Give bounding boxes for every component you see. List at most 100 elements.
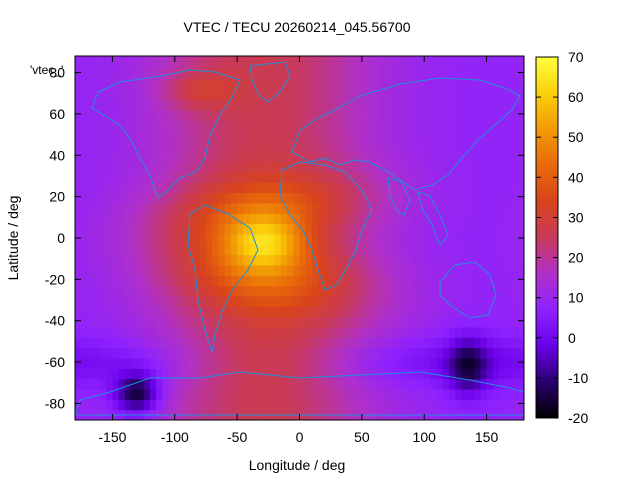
heatmap-cell: [218, 347, 226, 359]
heatmap-cell: [486, 357, 494, 369]
heatmap-cell: [174, 192, 182, 204]
heatmap-cell: [480, 306, 488, 318]
heatmap-cell: [243, 368, 251, 380]
heatmap-cell: [511, 388, 519, 400]
heatmap-cell: [449, 388, 457, 400]
heatmap-cell: [517, 275, 524, 287]
heatmap-cell: [499, 56, 506, 59]
heatmap-cell: [75, 254, 82, 266]
heatmap-cell: [299, 99, 307, 111]
heatmap-cell: [137, 275, 145, 287]
heatmap-cell: [249, 285, 257, 297]
heatmap-cell: [355, 264, 363, 276]
heatmap-cell: [480, 56, 488, 59]
heatmap-cell: [499, 171, 506, 183]
heatmap-cell: [205, 244, 213, 256]
heatmap-cell: [355, 399, 363, 411]
heatmap-cell: [280, 388, 288, 400]
heatmap-cell: [424, 275, 432, 287]
heatmap-cell: [237, 399, 244, 411]
heatmap-cell: [393, 182, 400, 194]
heatmap-cell: [137, 120, 145, 132]
heatmap-cell: [336, 326, 344, 338]
heatmap-cell: [305, 140, 313, 152]
heatmap-cell: [361, 399, 369, 411]
heatmap-cell: [305, 388, 313, 400]
heatmap-cell: [361, 316, 369, 328]
heatmap-cell: [380, 130, 388, 142]
heatmap-cell: [205, 275, 213, 287]
heatmap-cell: [380, 295, 388, 307]
heatmap-cell: [268, 140, 276, 152]
heatmap-cell: [112, 120, 120, 132]
heatmap-cell: [268, 182, 276, 194]
heatmap-cell: [324, 99, 332, 111]
heatmap-cell: [505, 120, 513, 132]
heatmap-cell: [293, 99, 301, 111]
heatmap-cell: [224, 347, 232, 359]
heatmap-cell: [299, 58, 307, 70]
heatmap-cell: [149, 78, 157, 90]
heatmap-cell: [324, 244, 332, 256]
heatmap-cell: [143, 68, 151, 80]
heatmap-cell: [336, 357, 344, 369]
heatmap-cell: [224, 388, 232, 400]
heatmap-cell: [118, 316, 126, 328]
heatmap-cell: [99, 120, 107, 132]
heatmap-cell: [131, 264, 138, 276]
heatmap-cell: [480, 399, 488, 411]
heatmap-cell: [318, 89, 326, 101]
heatmap-cell: [149, 316, 157, 328]
heatmap-cell: [287, 120, 294, 132]
heatmap-cell: [268, 89, 276, 101]
heatmap-cell: [380, 316, 388, 328]
heatmap-cell: [480, 161, 488, 173]
heatmap-cell: [318, 347, 326, 359]
heatmap-cell: [411, 161, 419, 173]
heatmap-cell: [449, 399, 457, 411]
heatmap-cell: [205, 99, 213, 111]
heatmap-cell: [124, 264, 132, 276]
heatmap-cell: [461, 182, 469, 194]
heatmap-cell: [118, 192, 126, 204]
heatmap-cell: [199, 337, 207, 349]
heatmap-cell: [442, 357, 450, 369]
heatmap-cell: [361, 223, 369, 235]
heatmap-cell: [199, 151, 207, 163]
heatmap-cell: [112, 109, 120, 121]
heatmap-cell: [424, 89, 432, 101]
heatmap-cell: [280, 109, 288, 121]
heatmap-cell: [455, 295, 463, 307]
heatmap-cell: [393, 357, 400, 369]
heatmap-cell: [274, 337, 282, 349]
heatmap-cell: [131, 306, 138, 318]
heatmap-cell: [380, 275, 388, 287]
heatmap-cell: [380, 213, 388, 225]
heatmap-cell: [374, 275, 382, 287]
heatmap-cell: [336, 399, 344, 411]
heatmap-cell: [417, 56, 425, 59]
heatmap-cell: [424, 202, 432, 214]
heatmap-cell: [149, 161, 157, 173]
heatmap-cell: [274, 89, 282, 101]
heatmap-cell: [293, 223, 301, 235]
heatmap-cell: [467, 399, 475, 411]
heatmap-cell: [274, 182, 282, 194]
heatmap-cell: [262, 120, 269, 132]
heatmap-cell: [205, 368, 213, 380]
heatmap-cell: [99, 357, 107, 369]
heatmap-cell: [174, 326, 182, 338]
heatmap-cell: [106, 285, 114, 297]
heatmap-cell: [324, 68, 332, 80]
heatmap-cell: [149, 275, 157, 287]
heatmap-cell: [380, 171, 388, 183]
heatmap-cell: [218, 316, 226, 328]
heatmap-cell: [268, 275, 276, 287]
heatmap-cell: [399, 120, 407, 132]
heatmap-cell: [193, 357, 201, 369]
heatmap-cell: [118, 140, 126, 152]
heatmap-cell: [343, 78, 350, 90]
heatmap-cell: [417, 130, 425, 142]
heatmap-cell: [411, 399, 419, 411]
